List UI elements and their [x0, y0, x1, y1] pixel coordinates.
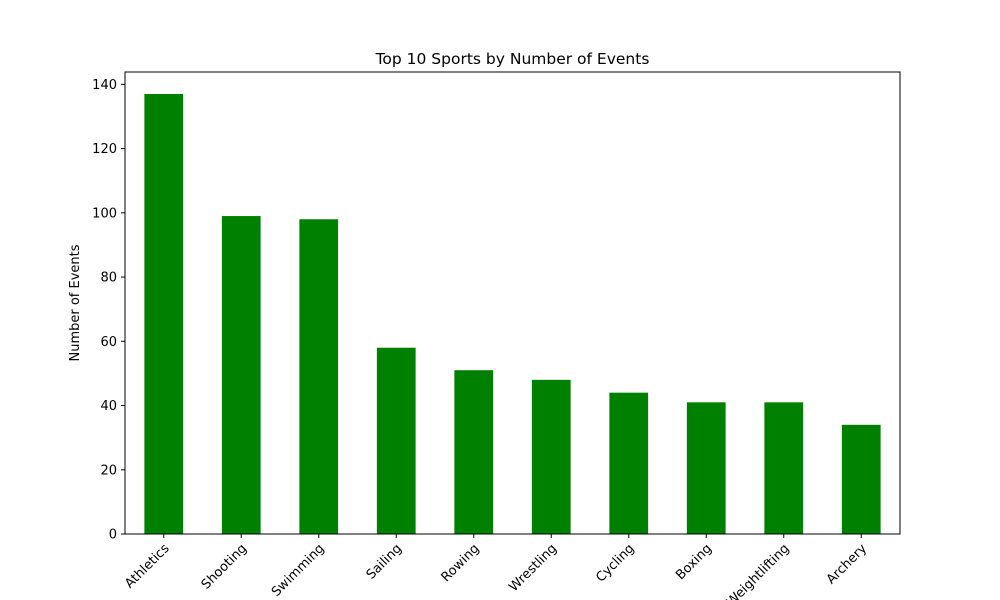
bar-rowing [454, 370, 494, 534]
y-axis-label: Number of Events [68, 244, 83, 361]
bar-wrestling [531, 379, 571, 534]
bar-shooting [221, 216, 261, 534]
bar-sailing [376, 347, 416, 534]
y-tick-label: 140 [92, 78, 117, 93]
bar-weightlifting [764, 402, 804, 534]
plot-frame [124, 71, 901, 535]
x-tick-label: Shooting [199, 541, 250, 592]
x-tick-label: Sailing [364, 541, 405, 582]
y-tick-label: 40 [100, 399, 117, 414]
x-axis-ticks: Athletics Shooting Swimming Sailing Rowing Wr… [122, 534, 870, 600]
y-tick-label: 80 [100, 271, 117, 286]
bar-swimming [299, 219, 339, 534]
y-tick-label: 60 [100, 335, 117, 350]
y-tick-label: 0 [109, 528, 117, 543]
y-tick-label: 120 [92, 142, 117, 157]
y-tick-label: 20 [100, 463, 117, 478]
x-tick-label: Rowing [439, 541, 483, 585]
bar-archery [841, 424, 881, 534]
x-tick-label: Swimming [269, 541, 328, 600]
chart-title: Top 10 Sports by Number of Events [375, 50, 650, 68]
bars-group [144, 94, 881, 534]
bar-athletics [144, 94, 184, 534]
y-axis-ticks: 0 20 40 60 80 100 120 140 [92, 78, 125, 543]
y-tick-label: 100 [92, 206, 117, 221]
x-tick-label: Cycling [593, 541, 637, 585]
x-tick-label: Weightlifting [724, 541, 793, 600]
bar-cycling [609, 392, 649, 534]
x-tick-label: Wrestling [506, 541, 560, 595]
x-tick-label: Boxing [673, 541, 715, 583]
x-tick-label: Archery [824, 541, 870, 587]
bar-boxing [686, 402, 726, 534]
x-tick-label: Athletics [122, 541, 173, 592]
